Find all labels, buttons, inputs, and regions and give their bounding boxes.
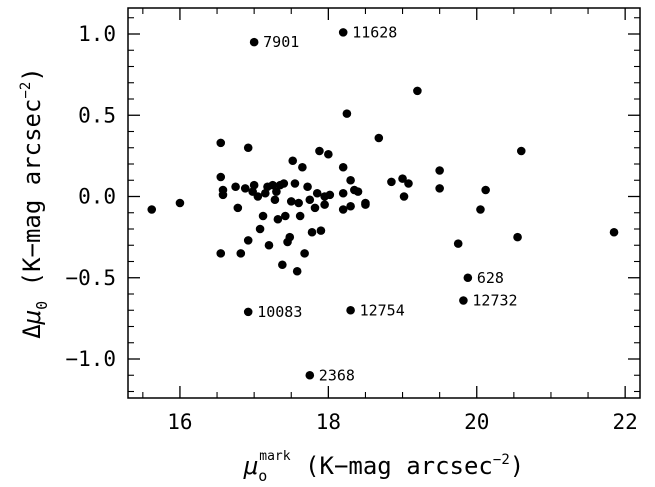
data-point: [264, 240, 274, 250]
data-point: [260, 188, 270, 198]
point-label: 12732: [472, 292, 517, 310]
labeled-data-point: [338, 28, 348, 37]
y-tick-label: −0.5: [65, 266, 116, 290]
point-label: 10083: [257, 303, 302, 321]
data-point: [315, 146, 324, 156]
data-point: [233, 203, 243, 213]
data-point: [216, 138, 226, 148]
data-point: [361, 198, 370, 208]
data-point: [476, 205, 485, 214]
data-point: [218, 190, 228, 200]
data-point: [353, 187, 363, 196]
data-point: [404, 179, 413, 188]
point-label: 628: [477, 269, 504, 287]
x-tick-label: 18: [316, 410, 341, 434]
data-point: [338, 188, 348, 198]
data-point: [481, 185, 490, 195]
data-point: [243, 236, 253, 245]
data-point: [342, 109, 352, 118]
data-point: [249, 180, 259, 190]
axis-ticks: [128, 8, 640, 398]
data-point: [398, 174, 407, 183]
data-point: [346, 175, 355, 185]
data-point: [290, 179, 300, 188]
data-point: [310, 203, 320, 213]
data-point: [281, 211, 290, 221]
data-point: [285, 232, 295, 242]
labeled-data-point: [305, 370, 315, 380]
data-point: [278, 260, 287, 270]
y-tick-label: 0.0: [78, 185, 116, 209]
data-point: [320, 200, 329, 209]
data-point: [303, 182, 312, 192]
x-axis-label: μomark (K−mag arcsec−2): [243, 449, 524, 485]
point-label: 7901: [263, 33, 299, 51]
data-point: [312, 188, 322, 198]
data-point: [298, 162, 307, 172]
data-point: [292, 266, 302, 276]
y-axis-label: Δμ0 (K−mag arcsec−2): [18, 67, 51, 339]
data-point: [338, 162, 348, 172]
data-point: [453, 239, 463, 248]
data-point: [324, 149, 333, 159]
data-point: [240, 184, 250, 193]
data-point: [243, 143, 253, 153]
data-point: [216, 249, 226, 258]
point-label: 2368: [319, 366, 355, 384]
point-label: 12754: [360, 301, 405, 319]
tick-labels: 16 18 20 22 1.0 0.5 0.0 −0.5 −1.0: [65, 22, 637, 434]
point-annotations: 7901 11628 628 12732 10083 12754 2368: [243, 23, 518, 384]
data-point: [374, 133, 384, 143]
data-point: [609, 227, 619, 237]
data-point: [255, 224, 265, 234]
data-point: [300, 249, 309, 258]
data-point: [272, 187, 281, 196]
data-point: [288, 156, 298, 166]
data-point: [399, 192, 409, 201]
y-tick-label: −1.0: [65, 347, 116, 371]
x-tick-label: 16: [167, 410, 192, 434]
data-point: [258, 211, 268, 221]
data-points: [147, 86, 619, 276]
data-point: [294, 198, 303, 208]
data-point: [435, 166, 444, 175]
data-point: [253, 192, 263, 201]
x-tick-label: 20: [464, 410, 489, 434]
data-point: [435, 184, 444, 193]
data-point: [307, 227, 317, 237]
labeled-data-point: [463, 273, 473, 283]
labeled-data-point: [249, 37, 259, 47]
data-point: [216, 172, 226, 182]
data-point: [286, 197, 296, 206]
data-point: [346, 201, 355, 211]
data-point: [175, 198, 185, 208]
y-tick-label: 0.5: [78, 103, 116, 127]
x-tick-label: 22: [613, 410, 638, 434]
data-point: [270, 195, 280, 205]
data-point: [316, 226, 326, 235]
data-point: [338, 205, 348, 214]
labeled-data-point: [243, 307, 253, 317]
labeled-data-point: [346, 305, 355, 315]
y-tick-label: 1.0: [78, 22, 116, 46]
data-point: [279, 179, 289, 188]
point-label: 11628: [352, 23, 397, 41]
data-point: [273, 214, 283, 224]
data-point: [305, 195, 315, 205]
data-point: [147, 205, 157, 214]
labeled-data-point: [459, 296, 468, 305]
data-point: [325, 190, 335, 200]
data-point: [387, 177, 396, 187]
data-point: [295, 211, 305, 221]
data-point: [268, 180, 277, 190]
data-point: [516, 146, 526, 156]
data-point: [236, 249, 246, 258]
data-point: [231, 182, 240, 192]
plot-frame: [127, 7, 641, 399]
data-point: [513, 232, 522, 242]
data-point: [413, 86, 422, 96]
